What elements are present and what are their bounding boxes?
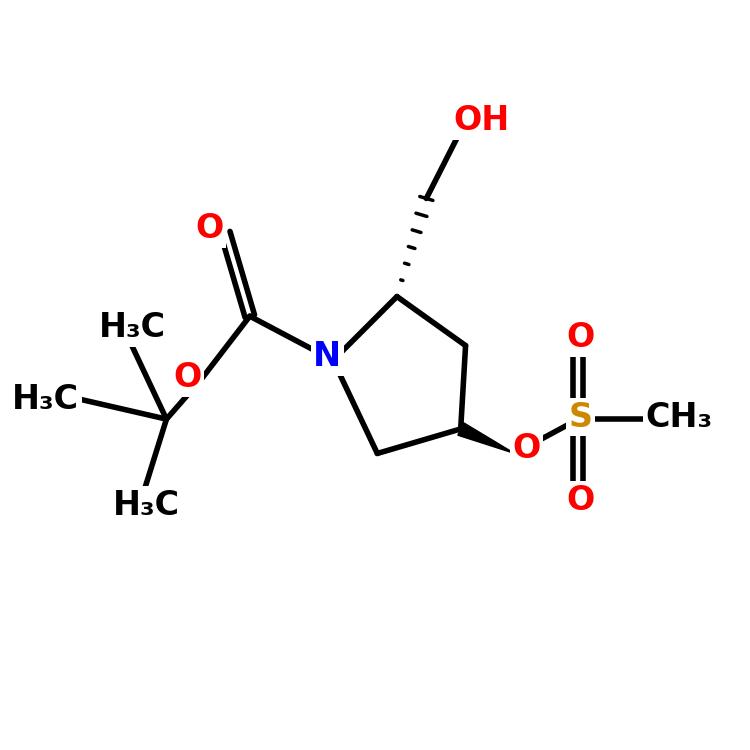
Text: H₃C: H₃C: [98, 311, 166, 344]
Text: O: O: [566, 484, 595, 517]
Text: O: O: [512, 432, 541, 465]
Text: OH: OH: [453, 104, 509, 137]
Text: CH₃: CH₃: [646, 400, 713, 433]
Text: O: O: [566, 321, 595, 354]
Text: S: S: [568, 400, 592, 433]
Text: O: O: [173, 362, 201, 394]
Polygon shape: [458, 423, 514, 454]
Text: H₃C: H₃C: [113, 489, 181, 522]
Text: N: N: [314, 340, 341, 373]
Text: H₃C: H₃C: [12, 383, 80, 416]
Text: O: O: [196, 212, 223, 245]
